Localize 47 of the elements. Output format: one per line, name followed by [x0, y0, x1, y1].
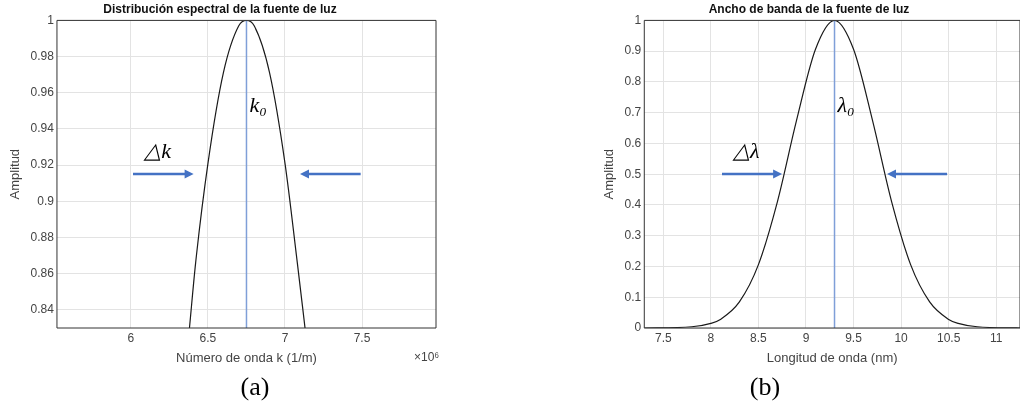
line-series [644, 20, 1020, 328]
text: (b) [748, 372, 782, 402]
y-tick-label: 0.2 [624, 258, 642, 273]
chart-title: Distribución espectral de la fuente de luz [103, 1, 337, 16]
x-axis-title: Número de onda k (1/m) [176, 349, 317, 365]
x-tick-label: 8.5 [750, 330, 768, 345]
x-tick-label: 8 [707, 330, 715, 345]
x-tick-label: 9 [802, 330, 810, 345]
line-series [188, 20, 306, 328]
y-tick-label: 0.3 [624, 228, 642, 243]
y-tick-label: 0.9 [624, 43, 642, 58]
y-axis-title: Amplitud [7, 148, 23, 200]
chart-title: Ancho de banda de la fuente de luz [708, 1, 910, 16]
x-tick-label: 10.5 [936, 330, 961, 345]
annotation: λ₀ [836, 92, 855, 118]
y-tick-label: 0.94 [30, 121, 55, 136]
text: ×10⁶ [414, 350, 440, 365]
annotation: △λ [732, 137, 760, 163]
x-tick-label: 11 [989, 330, 1003, 345]
x-tick-label: 6 [127, 330, 135, 345]
y-tick-label: 0 [634, 320, 642, 335]
y-tick-label: 0.96 [30, 85, 55, 100]
y-tick-label: 0.9 [37, 193, 55, 208]
annotation: k₀ [249, 92, 267, 118]
x-tick-label: 7.5 [654, 330, 672, 345]
y-tick-label: 1 [47, 12, 55, 27]
y-tick-label: 0.7 [624, 104, 642, 119]
y-tick-label: 0.1 [624, 289, 642, 304]
y-axis-title: Amplitud [601, 148, 617, 200]
x-axis-title: Longitud de onda (nm) [766, 349, 898, 365]
y-tick-label: 0.88 [30, 229, 55, 244]
y-tick-label: 1 [634, 12, 642, 27]
y-tick-label: 0.98 [30, 48, 55, 63]
x-tick-label: 7 [281, 330, 289, 345]
y-tick-label: 0.84 [30, 302, 55, 317]
x-tick-label: 9.5 [845, 330, 863, 345]
y-tick-label: 0.86 [30, 266, 55, 281]
x-tick-label: 7.5 [353, 330, 371, 345]
text: (a) [239, 372, 271, 402]
y-tick-label: 0.5 [624, 166, 642, 181]
annotation: △k [143, 137, 173, 163]
x-tick-label: 10 [894, 330, 909, 345]
y-tick-label: 0.92 [30, 157, 55, 172]
y-tick-label: 0.8 [624, 74, 642, 89]
x-tick-label: 6.5 [199, 330, 217, 345]
y-tick-label: 0.4 [624, 197, 642, 212]
y-tick-label: 0.6 [624, 135, 642, 150]
